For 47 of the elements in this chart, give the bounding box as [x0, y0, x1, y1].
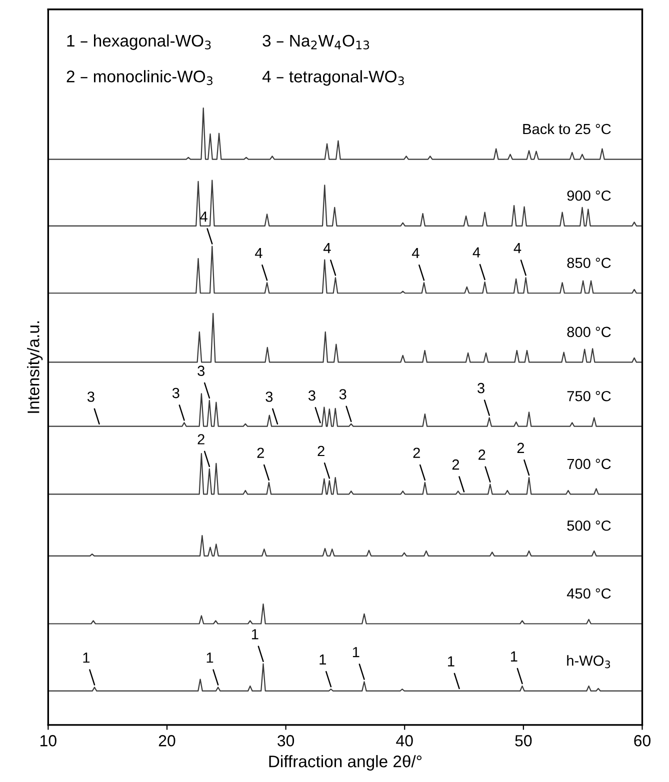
annotation: 3 [266, 392, 273, 402]
x-tick-label: 50 [515, 735, 532, 746]
annotation: 1 [510, 651, 518, 662]
series-label: h-WO$_{3}$ [567, 655, 610, 668]
x-tick-label: 30 [278, 735, 294, 746]
annotation: 1 [320, 654, 326, 665]
annotation: 2 [257, 448, 264, 458]
annotation: 3 [172, 388, 180, 398]
series-label: 750 °C [567, 390, 611, 402]
text: 2 – monoclinic-WO$_{3}$ [66, 70, 212, 86]
annotation: 2 [517, 442, 524, 453]
annotation: 4 [472, 247, 480, 258]
text: 4 – tetragonal-WO$_{3}$ [262, 70, 404, 86]
x-tick-label: 40 [396, 735, 413, 746]
series-label: Back to 25 °C [523, 123, 611, 134]
annotation: 1 [252, 629, 258, 640]
annotation: 2 [478, 450, 486, 460]
series-label: 700 °C [567, 458, 611, 470]
annotation: 3 [198, 366, 204, 376]
text: 1 – hexagonal-WO$_{3}$ [67, 34, 211, 50]
annotation: 1 [206, 652, 214, 663]
annotation: 4 [412, 248, 420, 258]
annotation: 4 [254, 248, 262, 258]
annotation: 3 [87, 392, 94, 402]
text: 3 – Na$_{2}$W$_{4}$O$_{13}$ [262, 34, 370, 50]
series-label: 500 °C [567, 520, 611, 531]
x-tick-label: 20 [158, 735, 176, 746]
annotation: 4 [514, 243, 522, 254]
annotation: 4 [323, 243, 331, 254]
series-label: 800 °C [567, 326, 611, 338]
x-tick-label: 10 [40, 735, 56, 746]
annotation: 1 [83, 652, 90, 663]
annotation: 2 [198, 434, 204, 444]
series-label: 900 °C [567, 190, 611, 201]
annotation: 3 [339, 389, 346, 400]
annotation: 2 [413, 448, 420, 458]
annotation: 2 [452, 459, 460, 470]
annotation: 3 [478, 382, 484, 394]
annotation: 1 [448, 656, 454, 666]
annotation: 3 [308, 390, 316, 401]
x-tick-label: 60 [634, 735, 650, 746]
x-axis-title: Diffraction angle 2θ/° [269, 755, 422, 771]
annotation: 2 [318, 446, 324, 456]
y-axis-title: Intensity/a.u. [27, 321, 43, 413]
annotation: 1 [352, 647, 360, 658]
series-label: 850 °C [567, 258, 611, 268]
series-label: 450 °C [566, 588, 611, 599]
